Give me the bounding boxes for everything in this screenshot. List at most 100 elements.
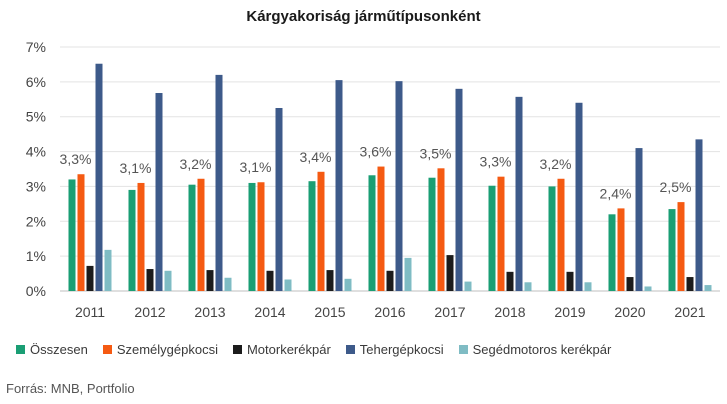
x-tick-label: 2014 bbox=[254, 304, 285, 320]
bar bbox=[275, 108, 283, 291]
data-label: 2,4% bbox=[600, 185, 632, 201]
y-tick-label: 1% bbox=[26, 248, 46, 264]
legend-swatch bbox=[345, 345, 355, 354]
y-tick-label: 7% bbox=[26, 39, 46, 55]
x-tick-label: 2012 bbox=[134, 304, 165, 320]
bar bbox=[464, 281, 472, 291]
bar bbox=[446, 255, 454, 291]
bar bbox=[164, 270, 172, 291]
x-tick-label: 2016 bbox=[374, 304, 405, 320]
source-note: Forrás: MNB, Portfolio bbox=[6, 381, 135, 396]
bar bbox=[395, 81, 403, 291]
y-tick-label: 2% bbox=[26, 213, 46, 229]
bar bbox=[335, 80, 343, 291]
bar bbox=[617, 208, 625, 291]
bar bbox=[695, 139, 703, 291]
legend: Összesen Személygépkocsi Motorkerékpár Tehe… bbox=[16, 342, 716, 357]
y-tick-label: 6% bbox=[26, 74, 46, 90]
data-label: 3,1% bbox=[120, 160, 152, 176]
bar bbox=[404, 257, 412, 291]
data-label: 3,4% bbox=[300, 149, 332, 165]
legend-label: Tehergépkocsi bbox=[359, 342, 444, 357]
legend-label: Összesen bbox=[30, 342, 88, 357]
y-tick-label: 4% bbox=[26, 144, 46, 160]
x-tick-label: 2018 bbox=[494, 304, 525, 320]
bar bbox=[455, 88, 463, 291]
bar bbox=[257, 182, 265, 291]
x-tick-label: 2020 bbox=[614, 304, 645, 320]
x-tick-label: 2017 bbox=[434, 304, 465, 320]
bar bbox=[104, 249, 112, 291]
legend-item: Személygépkocsi bbox=[102, 342, 218, 357]
legend-label: Motorkerékpár bbox=[246, 342, 331, 357]
bar bbox=[377, 166, 385, 291]
bar bbox=[488, 185, 496, 291]
bar bbox=[317, 171, 325, 291]
bar bbox=[326, 270, 334, 291]
bar bbox=[386, 270, 394, 291]
bar bbox=[437, 168, 445, 291]
bar bbox=[584, 282, 592, 291]
bar bbox=[197, 178, 205, 291]
bar bbox=[626, 277, 634, 291]
data-label: 2,5% bbox=[660, 179, 692, 195]
bar bbox=[575, 102, 583, 292]
x-tick-label: 2013 bbox=[194, 304, 225, 320]
legend-item: Tehergépkocsi bbox=[345, 342, 444, 357]
legend-item: Összesen bbox=[16, 342, 88, 357]
bar bbox=[188, 184, 196, 291]
bar bbox=[308, 181, 316, 291]
bar bbox=[86, 265, 94, 291]
x-tick-label: 2011 bbox=[75, 304, 105, 320]
bar bbox=[608, 214, 616, 291]
x-tick-label: 2019 bbox=[554, 304, 585, 320]
data-label: 3,2% bbox=[180, 156, 212, 172]
bar bbox=[284, 279, 292, 291]
bar bbox=[515, 96, 523, 292]
data-label: 3,5% bbox=[420, 145, 452, 161]
data-label: 3,1% bbox=[240, 159, 272, 175]
bar bbox=[95, 63, 103, 291]
legend-swatch bbox=[16, 345, 25, 354]
bar bbox=[635, 148, 643, 291]
chart-title: Kárgyakoriság járműtípusonként bbox=[246, 8, 481, 25]
bar bbox=[68, 179, 76, 291]
bar bbox=[497, 176, 505, 291]
legend-swatch bbox=[102, 345, 112, 354]
y-tick-label: 0% bbox=[26, 283, 46, 299]
bar bbox=[686, 277, 694, 291]
legend-item: Motorkerékpár bbox=[232, 342, 331, 357]
legend-label: Személygépkocsi bbox=[116, 342, 218, 357]
legend-swatch bbox=[458, 345, 468, 354]
bar bbox=[248, 182, 256, 291]
data-label: 3,3% bbox=[60, 151, 92, 167]
bar bbox=[155, 93, 163, 291]
bar bbox=[506, 271, 514, 291]
bar bbox=[524, 282, 532, 291]
bar bbox=[557, 178, 565, 291]
y-tick-label: 3% bbox=[26, 178, 46, 194]
bar bbox=[266, 270, 274, 291]
legend-label: Segédmotoros kerékpár bbox=[472, 342, 612, 357]
legend-item: Segédmotoros kerékpár bbox=[458, 342, 612, 357]
data-label: 3,2% bbox=[540, 156, 572, 172]
bar bbox=[128, 189, 136, 291]
bar bbox=[428, 177, 436, 291]
chart-plot: 0% 1% 2% 3% 4% 5% 6% 7% 2011 3,3% 2012 3,1% 2013 3,2%… bbox=[26, 39, 720, 320]
bar bbox=[215, 74, 223, 291]
bar bbox=[677, 202, 685, 291]
bar bbox=[344, 278, 352, 291]
legend-swatch bbox=[232, 345, 242, 354]
bar bbox=[668, 209, 676, 291]
x-tick-label: 2021 bbox=[674, 304, 705, 320]
bar bbox=[206, 270, 214, 291]
data-label: 3,6% bbox=[360, 144, 392, 160]
bar bbox=[644, 286, 652, 291]
bar bbox=[77, 174, 85, 291]
bar bbox=[224, 277, 232, 291]
bar bbox=[548, 186, 556, 291]
data-label: 3,3% bbox=[480, 154, 512, 170]
y-tick-label: 5% bbox=[26, 109, 46, 125]
bar bbox=[566, 271, 574, 291]
